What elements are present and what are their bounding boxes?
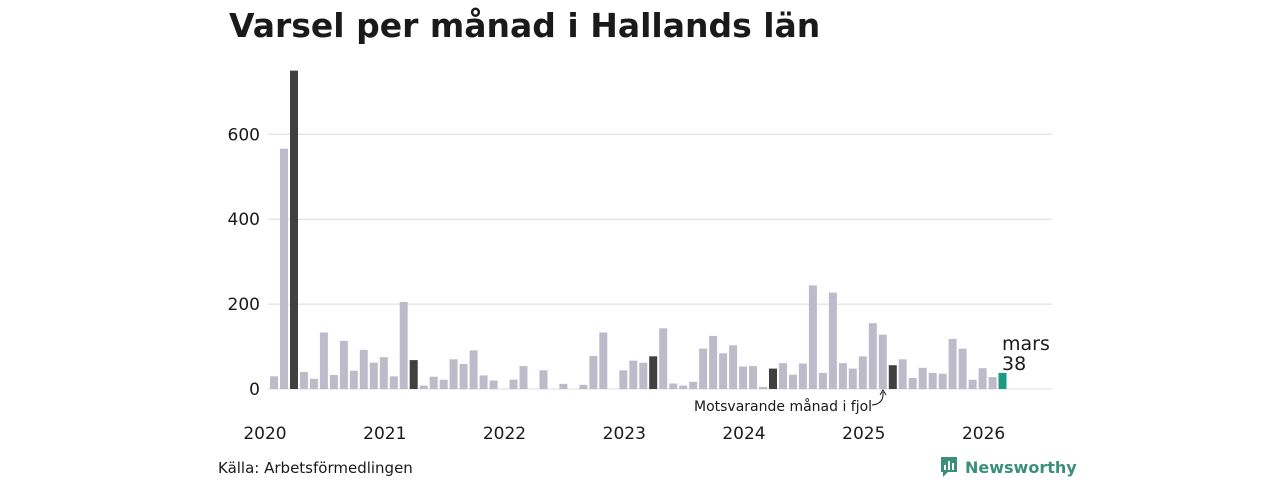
x-tick-label: 2026 xyxy=(962,424,1005,444)
bar xyxy=(779,363,787,389)
bar xyxy=(439,379,448,389)
bar xyxy=(659,328,668,389)
bar xyxy=(978,368,987,389)
bar xyxy=(319,332,328,389)
x-tick-label: 2020 xyxy=(243,424,286,444)
bar xyxy=(369,362,378,389)
x-tick-label: 2021 xyxy=(363,424,406,444)
bar xyxy=(739,366,748,389)
bar xyxy=(389,376,398,389)
bar xyxy=(719,353,728,389)
bar-same-month xyxy=(888,365,897,389)
bar-same-month xyxy=(769,368,777,389)
annotation-arrowhead xyxy=(879,389,887,396)
bar xyxy=(958,348,967,389)
bar xyxy=(808,285,817,389)
x-tick-label: 2024 xyxy=(722,424,765,444)
bar xyxy=(619,370,628,389)
bar xyxy=(559,383,568,389)
brand-logo: Newsworthy xyxy=(939,456,1077,478)
bar xyxy=(848,368,857,389)
annotation-arrow xyxy=(871,391,884,406)
bar xyxy=(749,366,757,389)
y-tick-label: 200 xyxy=(228,295,260,315)
bar xyxy=(938,373,947,389)
bar xyxy=(539,370,548,389)
bar xyxy=(689,381,698,389)
bar xyxy=(789,374,797,389)
last-month-label: mars xyxy=(1002,333,1050,355)
bar xyxy=(948,338,957,389)
bar-same-month xyxy=(649,356,658,389)
bar xyxy=(280,148,288,389)
bar xyxy=(818,372,827,389)
bar xyxy=(599,332,608,389)
bar xyxy=(639,362,648,389)
bar xyxy=(589,355,598,389)
bar xyxy=(309,378,318,389)
bar xyxy=(759,386,767,389)
bar xyxy=(270,376,278,389)
bar xyxy=(329,375,338,389)
bar xyxy=(988,377,997,389)
bar-same-month xyxy=(409,360,418,389)
bar xyxy=(679,385,688,389)
newsworthy-logo-icon xyxy=(941,457,957,477)
bar-current xyxy=(998,372,1007,389)
bar xyxy=(629,360,638,389)
bar xyxy=(339,341,348,389)
chart-title: Varsel per månad i Hallands län xyxy=(229,6,821,45)
bar xyxy=(419,385,428,389)
bar xyxy=(299,372,308,389)
source-note: Källa: Arbetsförmedlingen xyxy=(218,459,413,477)
bar xyxy=(729,345,738,389)
bar xyxy=(579,384,588,389)
x-tick-label: 2023 xyxy=(603,424,646,444)
bar xyxy=(449,359,458,389)
bar xyxy=(519,366,528,389)
bar xyxy=(838,363,847,389)
bar xyxy=(489,380,498,389)
bar xyxy=(669,383,678,389)
bar xyxy=(868,323,877,389)
bar xyxy=(459,364,468,389)
y-tick-label: 400 xyxy=(228,210,260,230)
bar xyxy=(429,376,438,389)
same-month-annotation: Motsvarande månad i fjol xyxy=(694,398,872,415)
brand-name: Newsworthy xyxy=(965,457,1077,477)
bar xyxy=(908,378,917,389)
bar xyxy=(918,367,927,389)
bar xyxy=(699,348,708,389)
bar xyxy=(359,349,368,389)
bar xyxy=(798,363,807,389)
bar xyxy=(379,357,388,389)
bar xyxy=(928,372,937,389)
bar xyxy=(878,334,887,389)
x-tick-label: 2025 xyxy=(842,424,885,444)
bar xyxy=(509,379,518,389)
y-tick-label: 0 xyxy=(249,380,260,400)
bar xyxy=(898,359,907,389)
y-tick-label: 600 xyxy=(228,125,260,145)
x-tick-label: 2022 xyxy=(483,424,526,444)
bar xyxy=(479,375,488,389)
bar xyxy=(709,335,718,389)
bar xyxy=(858,356,867,389)
bar xyxy=(349,370,358,389)
last-value-label: 38 xyxy=(1002,353,1026,375)
bar xyxy=(828,292,837,389)
bar xyxy=(968,379,977,389)
bar-same-month xyxy=(290,70,298,389)
bar xyxy=(399,302,408,389)
bar xyxy=(469,350,478,389)
